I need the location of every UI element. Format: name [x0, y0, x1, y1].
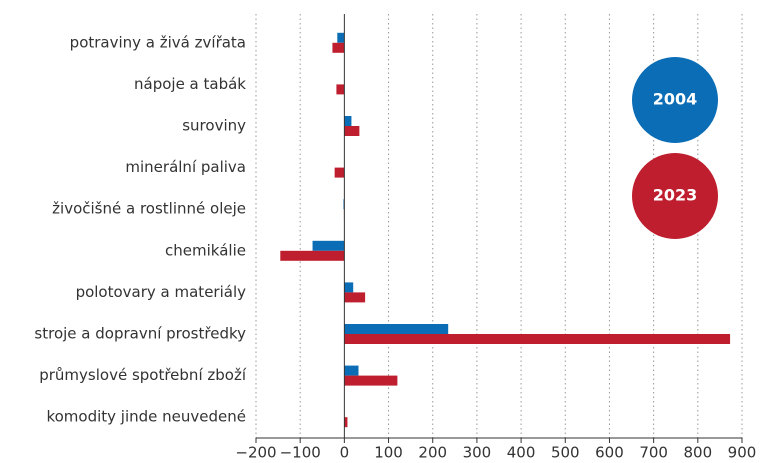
- x-tick-label: 200: [418, 444, 447, 462]
- category-label: živočišné a rostlinné oleje: [52, 200, 246, 218]
- bar: [336, 84, 345, 95]
- category-label: suroviny: [182, 117, 246, 135]
- category-label: stroje a dopravní prostředky: [34, 325, 246, 343]
- category-label: nápoje a tabák: [134, 75, 246, 93]
- bar: [344, 375, 398, 386]
- bar: [334, 167, 345, 178]
- x-tick-label: 400: [507, 444, 536, 462]
- x-tick-label: −200: [235, 444, 276, 462]
- bar: [344, 417, 348, 428]
- x-tick-label: 500: [551, 444, 580, 462]
- category-label: polotovary a materiály: [76, 283, 247, 301]
- x-tick-label: 700: [639, 444, 668, 462]
- legend-swatch: [632, 153, 718, 239]
- bar: [344, 116, 352, 126]
- legend-label: 2023: [653, 186, 698, 205]
- bar: [312, 240, 345, 251]
- bar: [344, 292, 366, 303]
- x-tick-label: 600: [595, 444, 624, 462]
- x-tick-label: −100: [280, 444, 321, 462]
- x-tick-label: 100: [374, 444, 403, 462]
- bar: [344, 324, 449, 334]
- bar: [337, 32, 345, 43]
- bar: [344, 126, 360, 136]
- x-tick-label: 300: [463, 444, 492, 462]
- legend-swatch: [632, 57, 718, 143]
- bar: [344, 282, 354, 293]
- legend-label: 2004: [653, 90, 698, 109]
- x-tick-label: 0: [340, 444, 350, 462]
- x-tick-label: 900: [728, 444, 757, 462]
- category-label: minerální paliva: [125, 158, 246, 176]
- bar: [344, 365, 359, 376]
- bar: [344, 334, 731, 344]
- category-label: komodity jinde neuvedené: [46, 408, 246, 426]
- category-label: průmyslové spotřební zboží: [39, 366, 247, 384]
- category-label: chemikálie: [165, 241, 246, 259]
- category-label: potraviny a živá zvířata: [70, 33, 246, 51]
- bar: [280, 250, 345, 261]
- x-tick-label: 800: [683, 444, 712, 462]
- bar: [332, 42, 345, 53]
